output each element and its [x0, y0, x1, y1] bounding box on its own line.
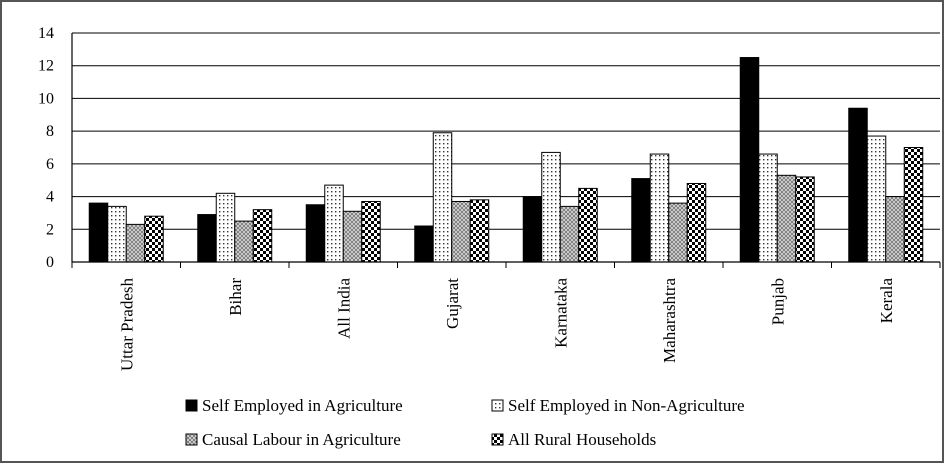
bar — [668, 202, 688, 263]
y-tick-label: 2 — [46, 221, 54, 238]
bar — [559, 205, 580, 263]
bar — [866, 135, 887, 263]
category-label: Bihar — [226, 278, 245, 316]
bar — [88, 202, 109, 263]
bar — [144, 215, 164, 263]
bar — [414, 225, 434, 263]
legend-swatch — [491, 399, 504, 412]
y-tick-label: 4 — [46, 189, 54, 206]
bar — [107, 205, 127, 263]
bar — [686, 182, 707, 263]
bar — [578, 187, 598, 263]
y-tick-labels: 0 2 4 6 8 10 12 14 — [38, 25, 54, 271]
legend-swatch — [491, 433, 504, 446]
category-label: Maharashtra — [660, 278, 679, 363]
category-label: Uttar Pradesh — [117, 278, 136, 372]
bar — [739, 57, 760, 263]
bar — [541, 151, 561, 263]
bar — [234, 220, 254, 263]
bar — [324, 184, 344, 263]
category-label: Karnataka — [551, 278, 570, 348]
bar — [215, 192, 236, 263]
bar — [432, 132, 453, 263]
legend-label: Self Employed in Non-Agriculture — [508, 396, 745, 415]
category-label: Gujarat — [443, 278, 462, 329]
bar — [451, 200, 471, 263]
bar — [342, 210, 363, 263]
y-tick-label: 10 — [38, 90, 54, 107]
bar — [758, 153, 778, 263]
bar — [522, 196, 543, 263]
legend-label: Self Employed in Agriculture — [202, 396, 403, 415]
legend-label: All Rural Households — [508, 430, 656, 449]
bar — [631, 178, 651, 263]
category-label: Kerala — [877, 278, 896, 324]
y-tick-label: 6 — [46, 156, 54, 173]
bar — [885, 196, 905, 263]
bar — [903, 147, 924, 263]
axes — [71, 33, 941, 268]
bar — [361, 200, 381, 263]
y-tick-label: 8 — [46, 123, 54, 140]
y-tick-label: 14 — [38, 25, 54, 42]
bar — [795, 176, 815, 263]
y-tick-label: 12 — [38, 58, 54, 75]
bar — [649, 153, 670, 263]
bar — [197, 214, 217, 263]
category-label: Punjab — [768, 278, 787, 325]
bar — [252, 209, 273, 263]
bar — [125, 223, 146, 263]
bar — [848, 107, 868, 263]
bar — [776, 174, 797, 263]
legend-swatch — [185, 399, 198, 412]
y-tick-label: 0 — [46, 254, 54, 271]
category-label: All India — [334, 278, 353, 339]
bars — [88, 57, 924, 263]
legend-label: Causal Labour in Agriculture — [202, 430, 401, 449]
category-labels: Uttar Pradesh Bihar All India Gujarat Karnat… — [117, 278, 896, 372]
bar — [305, 204, 326, 263]
legend-swatch — [185, 433, 198, 446]
legend: Self Employed in Agriculture Self Employe… — [185, 396, 745, 449]
bar — [469, 199, 490, 263]
